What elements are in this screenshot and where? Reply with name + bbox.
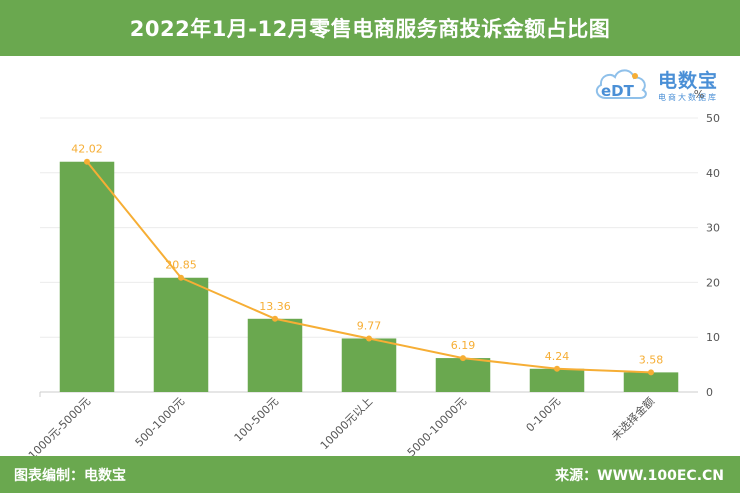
y-tick-label: 20 (706, 276, 720, 289)
line-point (648, 369, 654, 376)
data-label: 9.77 (357, 319, 382, 332)
y-tick-label: 50 (706, 112, 720, 125)
x-tick-label: 1000元-5000元 (26, 395, 93, 456)
line-point (366, 335, 372, 342)
footer-credit: 图表编制：电数宝 (14, 467, 126, 484)
y-tick-label: 40 (706, 167, 720, 180)
bar (59, 161, 115, 392)
line-point (554, 365, 560, 372)
logo-name: 电数宝 (658, 70, 719, 92)
data-label: 20.85 (165, 259, 197, 272)
bar (435, 358, 491, 392)
line-point (460, 355, 466, 362)
bar (341, 338, 397, 392)
data-label: 4.24 (545, 350, 570, 363)
x-tick-label: 500-1000元 (133, 395, 187, 449)
x-tick-label: 10000元以上 (318, 395, 375, 452)
x-tick-label: 0-100元 (524, 395, 564, 435)
header-bar: 2022年1月-12月零售电商服务商投诉金额占比图 (0, 0, 740, 56)
logo-subtitle: 电商大数据库 (658, 93, 718, 102)
logo-mark: eDT (601, 82, 635, 100)
bar-line-chart: % 42.02 20.85 13.36 9.77 6.19 4.24 3.58 1000元-… (26, 88, 720, 456)
y-tick-label: 0 (706, 386, 713, 399)
line-point (272, 315, 278, 322)
page-title: 2022年1月-12月零售电商服务商投诉金额占比图 (129, 17, 611, 41)
data-label: 3.58 (639, 353, 664, 366)
data-label: 42.02 (71, 143, 103, 156)
line-point (84, 158, 90, 165)
bar (247, 318, 303, 392)
y-tick-label: 30 (706, 222, 720, 235)
x-tick-label: 未选择金额 (608, 394, 657, 443)
footer-bar: 图表编制：电数宝 来源：WWW.100EC.CN (0, 456, 740, 493)
data-label: 6.19 (451, 339, 476, 352)
footer-source: 来源：WWW.100EC.CN (555, 467, 724, 484)
x-tick-label: 5000-10000元 (405, 395, 469, 456)
y-tick-label: 10 (706, 331, 720, 344)
brand-logo: eDT 电数宝 电商大数据库 (592, 60, 732, 106)
bar (153, 277, 209, 392)
bar (623, 372, 679, 392)
cloud-icon: eDT (595, 69, 647, 100)
bar (529, 368, 585, 392)
line-point (178, 274, 184, 281)
x-tick-label: 100-500元 (232, 395, 281, 444)
data-label: 13.36 (259, 300, 291, 313)
y-axis-unit: % (694, 88, 704, 101)
